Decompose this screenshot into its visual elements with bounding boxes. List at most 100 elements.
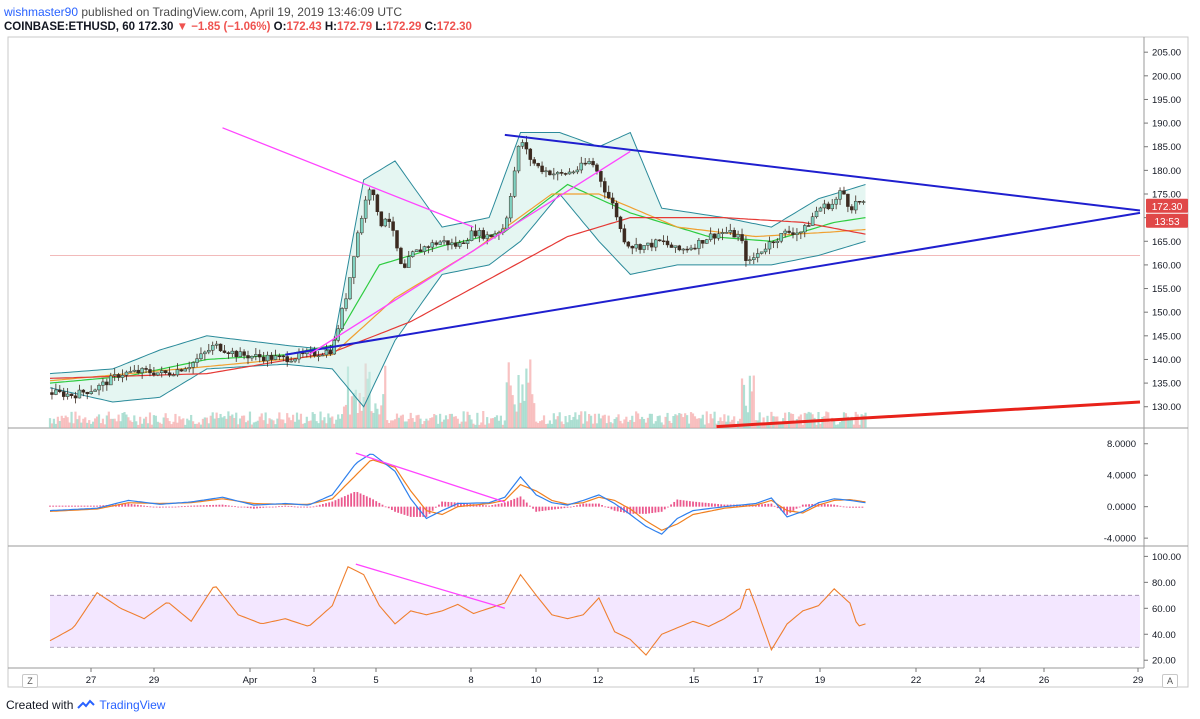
volume-bar	[342, 406, 346, 428]
macd-hist-bar	[205, 505, 208, 507]
macd-hist-bar	[369, 497, 371, 507]
candle-body	[222, 350, 227, 353]
macd-hist-bar	[99, 505, 102, 507]
macd-hist-bar	[146, 506, 149, 507]
last-price: 172.30	[138, 21, 174, 33]
candle-body	[803, 225, 807, 233]
candle-body	[124, 371, 129, 376]
volume-bar	[848, 419, 851, 428]
volume-bar	[344, 404, 348, 428]
macd-hist-bar	[764, 504, 767, 507]
volume-bar	[615, 417, 618, 428]
candle-body	[622, 228, 627, 243]
macd-hist-bar	[761, 504, 763, 507]
macd-hist-bar	[861, 506, 864, 508]
macd-hist-bar	[525, 502, 528, 507]
candle-body	[371, 189, 376, 196]
macd-hist-bar	[375, 501, 378, 507]
volume-bar	[599, 418, 602, 428]
macd-hist-bar	[792, 506, 795, 511]
macd-hist-bar	[538, 506, 541, 512]
time-tick-label: 27	[86, 675, 97, 686]
volume-bar	[125, 414, 128, 428]
tradingview-logo-icon	[77, 699, 96, 709]
volume-bar	[405, 421, 408, 428]
volume-bar	[629, 420, 632, 428]
macd-hist-bar	[102, 505, 105, 507]
macd-hist-bar	[478, 504, 481, 507]
tradingview-brand[interactable]: TradingView	[99, 698, 166, 712]
candle-body	[748, 259, 752, 261]
moving-average-slow	[49, 217, 866, 379]
high-value: 172.79	[336, 21, 373, 33]
candle-body	[481, 230, 486, 239]
volume-bar	[50, 423, 54, 428]
volume-bar	[280, 419, 283, 428]
symbol-label[interactable]: COINBASE:ETHUSD, 60	[4, 21, 135, 33]
candle-body	[603, 181, 607, 193]
volume-bar	[591, 423, 595, 428]
volume-bar	[752, 375, 755, 428]
volume-bar	[619, 420, 622, 428]
volume-bar	[546, 423, 550, 428]
volume-bar	[158, 422, 161, 428]
price-tick-label: 135.00	[1152, 379, 1181, 390]
time-tick-label: 3	[311, 675, 316, 686]
macd-hist-bar	[403, 506, 406, 515]
volume-bar	[166, 418, 169, 428]
volume-bar	[474, 424, 477, 428]
price-tick-label: 205.00	[1152, 48, 1181, 59]
volume-bar	[211, 412, 214, 428]
volume-bar	[574, 412, 577, 428]
macd-hist-bar	[218, 504, 221, 507]
candle-body	[744, 240, 748, 261]
macd-hist-bar	[685, 500, 688, 507]
candle-body	[712, 233, 717, 239]
volume-bar	[458, 423, 461, 428]
candle-body	[591, 161, 595, 166]
volume-bar	[133, 415, 136, 428]
macd-hist-bar	[833, 504, 836, 507]
volume-bar	[482, 411, 485, 428]
volume-bar	[190, 414, 193, 428]
volume-bar	[62, 418, 65, 428]
timezone-button[interactable]: Z	[22, 674, 38, 688]
candle-body	[352, 256, 356, 278]
candle-body	[395, 230, 399, 249]
auto-scale-button[interactable]: A	[1162, 674, 1178, 688]
volume-bar	[684, 413, 687, 428]
macd-hist-bar	[836, 505, 839, 507]
macd-hist-bar	[456, 502, 459, 507]
candle-body	[724, 232, 729, 234]
macd-hist-bar	[77, 505, 80, 507]
candle-body	[163, 370, 168, 374]
macd-hist-bar	[271, 506, 274, 508]
volume-bar	[217, 418, 220, 428]
volume-bar	[54, 423, 57, 428]
volume-bar	[740, 378, 744, 428]
volume-bar	[425, 418, 428, 428]
volume-bar	[111, 418, 114, 428]
macd-hist-bar	[842, 506, 845, 508]
volume-bar	[819, 423, 822, 428]
open-label: O:	[273, 21, 287, 33]
volume-bar	[72, 423, 75, 428]
macd-hist-bar	[434, 506, 437, 508]
macd-hist-bar	[717, 504, 720, 507]
volume-bar	[784, 412, 787, 428]
candle-body	[575, 169, 580, 173]
volume-bar	[135, 421, 138, 428]
candle-body	[340, 308, 344, 330]
candle-body	[85, 391, 89, 395]
price-tick-label: 155.00	[1152, 284, 1181, 295]
author-name[interactable]: wishmaster90	[4, 5, 79, 19]
macd-hist-bar	[177, 506, 180, 508]
macd-hist-bar	[510, 500, 512, 507]
volume-bar	[491, 418, 495, 428]
candle-body	[293, 358, 297, 362]
volume-bar	[219, 413, 222, 428]
volume-bar	[727, 415, 730, 428]
time-tick-label: Apr	[243, 675, 258, 686]
macd-hist-bar	[61, 505, 64, 507]
